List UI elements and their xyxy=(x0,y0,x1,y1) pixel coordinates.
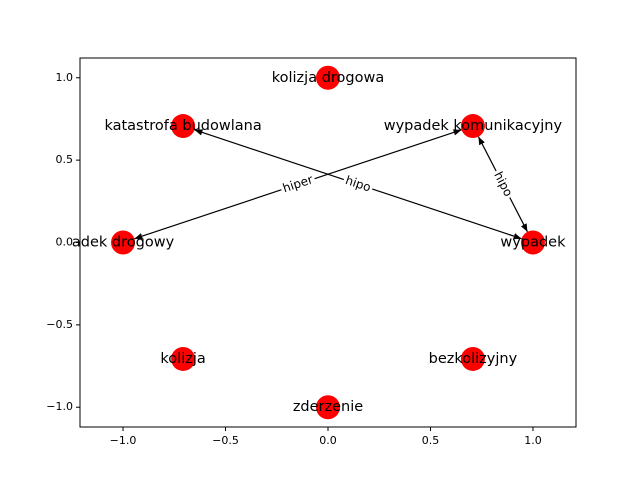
edge-label-bg xyxy=(278,170,317,197)
node-label: bezkolizyjny xyxy=(429,351,518,367)
node xyxy=(171,114,196,139)
node xyxy=(316,65,340,90)
x-tick-label: 0.5 xyxy=(422,434,440,447)
edge-label-bg xyxy=(489,167,518,201)
node xyxy=(171,346,196,371)
node-label: wypadek xyxy=(500,235,566,251)
node xyxy=(460,346,485,371)
y-tick-label: −0.5 xyxy=(46,318,73,331)
x-tick-label: 1.0 xyxy=(524,434,542,447)
node-label: adek drogowy xyxy=(72,235,175,251)
x-tick-label: −1.0 xyxy=(110,434,137,447)
y-tick-label: 0.0 xyxy=(56,236,74,249)
node-label: wypadek komunikacyjny xyxy=(384,118,563,134)
x-tick-label: 0.0 xyxy=(319,434,337,447)
node xyxy=(520,230,545,255)
x-tick-label: −0.5 xyxy=(212,434,239,447)
node-label: kolizja drogowa xyxy=(272,70,384,86)
edge-label-bg xyxy=(341,171,375,197)
node-label: zderzenie xyxy=(293,399,363,415)
plot-area: −1.0 −0.5 0.0 0.5 1.0 −1.0 −0.5 0.0 0.5 1.0 kolizj… xyxy=(46,57,577,447)
node-label: kolizja xyxy=(160,351,205,367)
y-tick-label: 0.5 xyxy=(56,153,74,166)
node-label: katastrofa budowlana xyxy=(104,118,261,134)
node xyxy=(316,395,340,420)
node xyxy=(111,230,136,255)
y-tick-label: −1.0 xyxy=(46,400,73,413)
edge-label-group: hipo xyxy=(341,171,375,197)
node xyxy=(460,114,485,139)
y-tick-label: 1.0 xyxy=(56,71,74,84)
